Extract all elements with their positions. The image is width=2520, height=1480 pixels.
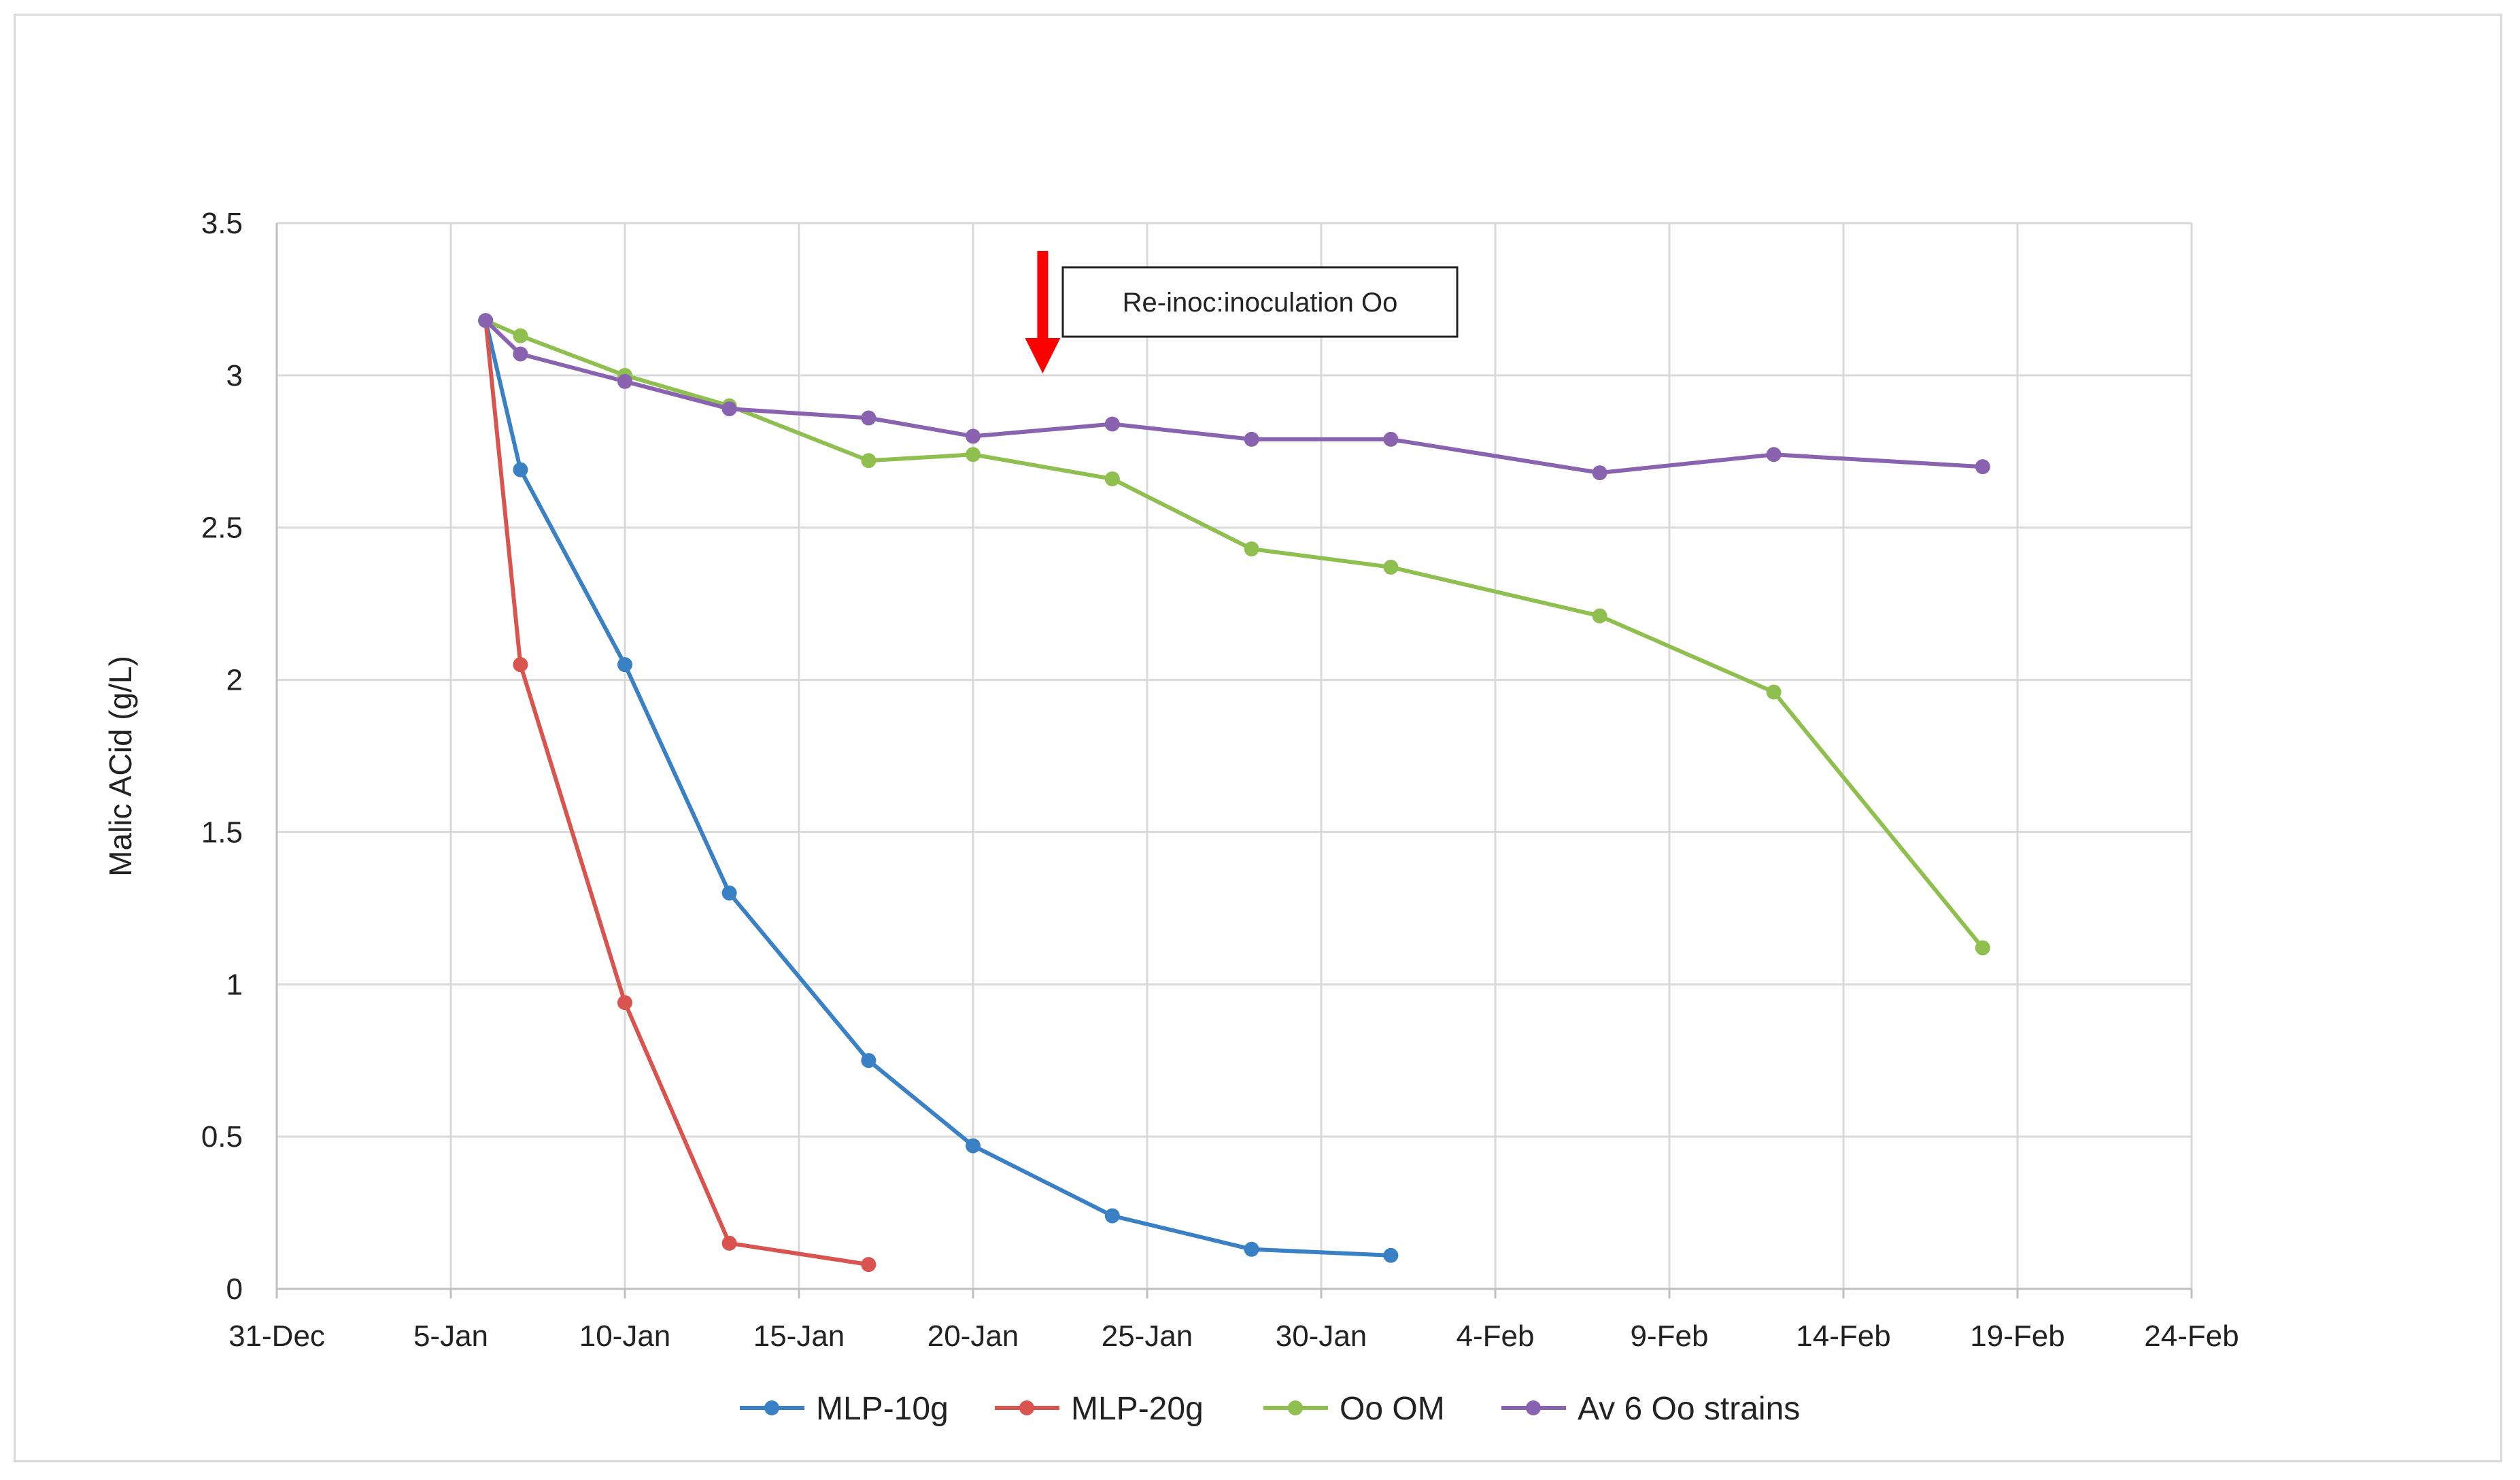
data-point-series-0: [617, 657, 632, 673]
x-tick-label: 25-Jan: [1102, 1319, 1193, 1353]
y-tick-label: 1: [226, 968, 243, 1001]
x-tick-label: 15-Jan: [753, 1319, 845, 1353]
data-point-series-2: [1766, 684, 1782, 700]
legend-label-1: MLP-20g: [1071, 1391, 1204, 1427]
y-tick-label: 2.5: [201, 511, 243, 545]
data-point-series-1: [721, 1235, 737, 1251]
x-tick-label: 10-Jan: [579, 1319, 671, 1353]
legend-marker-1: [1019, 1400, 1034, 1415]
y-tick-label: 2: [226, 664, 243, 697]
x-tick-label: 5-Jan: [413, 1319, 488, 1353]
data-point-series-0: [1244, 1241, 1259, 1257]
series-line-1: [483, 320, 869, 1267]
annotation-text: Re-inoc:inoculation Oo: [1123, 288, 1398, 318]
legend-label-0: MLP-10g: [816, 1391, 949, 1427]
series-line-0: [483, 320, 1391, 1258]
y-tick-label: 1.5: [201, 815, 243, 849]
data-point-series-3: [1766, 447, 1782, 462]
data-point-series-0: [861, 1053, 876, 1069]
series-line-2: [484, 318, 1985, 949]
y-tick-label: 0: [226, 1273, 243, 1306]
data-point-series-3: [966, 428, 981, 444]
data-point-series-1: [513, 657, 528, 673]
y-axis-title: Malic ACid (g/L): [103, 656, 138, 877]
data-point-series-3: [1244, 431, 1259, 447]
data-point-series-3: [617, 373, 632, 389]
x-tick-label: 14-Feb: [1796, 1319, 1890, 1353]
annotation-arrow-head: [1025, 338, 1061, 373]
data-point-series-2: [1592, 608, 1607, 624]
x-tick-label: 20-Jan: [927, 1319, 1019, 1353]
data-point-series-2: [966, 447, 981, 462]
data-point-series-3: [861, 410, 876, 426]
legend-marker-0: [764, 1400, 779, 1415]
x-tick-label: 19-Feb: [1970, 1319, 2064, 1353]
x-tick-label: 24-Feb: [2144, 1319, 2238, 1353]
data-point-series-0: [721, 885, 737, 901]
line-chart: 0 0.5 1 1.5 2 2.5 3 3.5 31-Dec 5-Jan 10-Jan 15-Jan 2…: [103, 207, 2239, 1427]
data-point-series-2: [1975, 940, 1990, 956]
data-point-series-2: [1104, 471, 1120, 487]
chart-frame: 0 0.5 1 1.5 2 2.5 3 3.5 31-Dec 5-Jan 10-Jan 15-Jan 2…: [14, 14, 2502, 1462]
legend-marker-2: [1288, 1400, 1303, 1415]
data-point-series-3: [513, 346, 528, 362]
annotation-box: [1061, 266, 1459, 338]
data-point-series-0: [513, 462, 528, 477]
data-point-series-3: [721, 401, 737, 417]
data-point-series-3: [478, 313, 494, 329]
legend-label-3: Av 6 Oo strains: [1578, 1391, 1800, 1427]
y-tick-label: 3.5: [201, 207, 243, 240]
data-point-series-3: [1104, 416, 1120, 432]
data-point-series-2: [513, 328, 528, 343]
x-tick-label: 31-Dec: [228, 1319, 325, 1353]
y-tick-label: 3: [226, 359, 243, 392]
data-point-series-3: [1592, 465, 1607, 481]
data-point-series-3: [1383, 431, 1399, 447]
data-point-series-0: [966, 1138, 981, 1154]
x-tick-label: 30-Jan: [1276, 1319, 1367, 1353]
legend-marker-3: [1526, 1400, 1541, 1415]
data-point-series-2: [1244, 541, 1259, 557]
x-tick-label: 9-Feb: [1631, 1319, 1709, 1353]
y-tick-label: 0.5: [201, 1120, 243, 1154]
data-point-series-2: [861, 453, 876, 469]
annotation-arrow-shaft: [1037, 251, 1049, 339]
data-point-series-3: [1975, 459, 1990, 475]
legend-label-2: Oo OM: [1340, 1391, 1445, 1427]
series-line-3: [484, 319, 1983, 475]
data-point-series-0: [1383, 1247, 1399, 1263]
data-point-series-1: [617, 995, 632, 1011]
data-point-series-1: [861, 1257, 876, 1273]
x-tick-label: 4-Feb: [1457, 1319, 1535, 1353]
data-point-series-0: [1104, 1208, 1120, 1224]
data-point-series-2: [1383, 559, 1399, 575]
